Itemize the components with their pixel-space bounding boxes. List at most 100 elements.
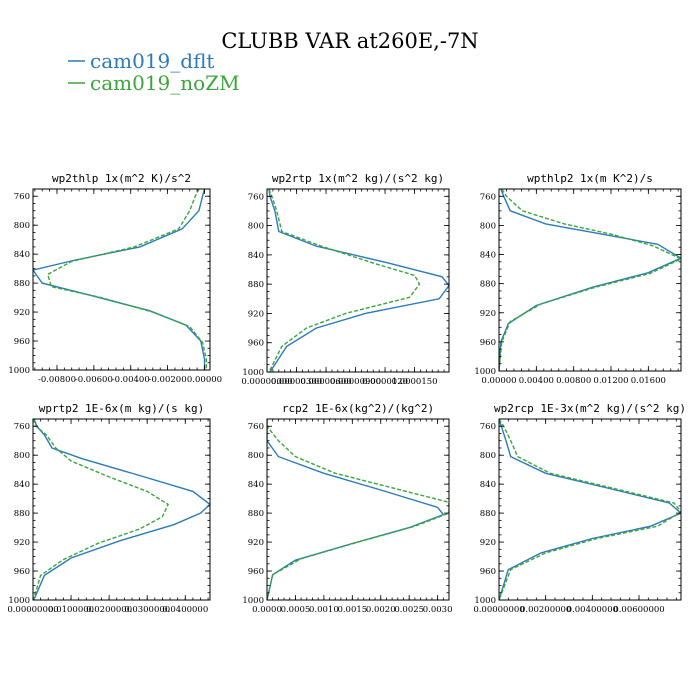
- x-tick-label: 0.00600000: [613, 605, 664, 615]
- panel-title: wp2thlp 1x(m^2 K)/s^2: [52, 172, 191, 185]
- x-tick-label: 0.0015: [337, 605, 367, 615]
- x-tick-label: 0.00000000: [473, 605, 524, 615]
- panel-title: rcp2 1E-6x(kg^2)/(kg^2): [282, 402, 434, 415]
- series-line-dflt: [268, 189, 449, 372]
- x-tick-label: 0.0025: [394, 605, 424, 615]
- x-tick-label: 0.00000000: [7, 605, 58, 615]
- y-tick-label: 800: [480, 221, 496, 231]
- x-tick-label: -0.00200: [149, 375, 187, 385]
- legend-entry-noZM: cam019_noZM: [68, 71, 240, 95]
- y-tick-label: 1000: [8, 596, 30, 606]
- y-tick-label: 760: [248, 192, 264, 202]
- y-tick-label: 1000: [242, 596, 264, 606]
- y-tick-label: 840: [248, 480, 264, 490]
- legend-entry-dflt: cam019_dflt: [68, 49, 214, 73]
- figure-title: CLUBB VAR at260E,-7N: [221, 29, 478, 53]
- y-tick-label: 1000: [474, 367, 496, 377]
- x-tick-label: -0.00600: [75, 375, 113, 385]
- x-tick-label: 0.00000900: [330, 377, 381, 387]
- panel-5: wp2rcp 1E-3x(m^2 kg)/(s^2 kg) 760 800 840 88…: [473, 402, 686, 615]
- x-tick-label: 0.0020: [366, 605, 396, 615]
- x-tick-label: 0.00000300: [271, 377, 322, 387]
- x-tick-label: 0.00800: [556, 376, 591, 386]
- series-line-noZM: [268, 189, 421, 372]
- y-tick-label: 760: [14, 192, 30, 202]
- y-tick-label: 960: [248, 339, 264, 349]
- x-tick-label: -0.00400: [112, 375, 150, 385]
- axes-frame: [498, 188, 682, 372]
- legend-label-noZM: cam019_noZM: [90, 71, 240, 95]
- axes-frame: [266, 188, 450, 373]
- panel-title: wp2rtp 1x(m^2 kg)/(s^2 kg): [272, 172, 444, 185]
- y-tick-label: 760: [480, 192, 496, 202]
- y-tick-label: 960: [248, 567, 264, 577]
- legend: cam019_dflt cam019_noZM: [68, 49, 240, 95]
- y-tick-label: 840: [14, 250, 30, 260]
- series-line-dflt: [499, 419, 681, 600]
- y-tick-label: 960: [14, 337, 30, 347]
- y-tick-label: 1000: [8, 366, 30, 376]
- x-tick-label: 0.0100000: [48, 605, 94, 615]
- y-tick-label: 880: [14, 279, 30, 289]
- y-tick-label: 1000: [242, 368, 264, 378]
- x-tick-label: 0.00200000: [520, 605, 571, 615]
- series-line-noZM: [267, 419, 449, 600]
- panels: wp2thlp 1x(m^2 K)/s^2 760 800 840 880 920 960 1…: [7, 172, 686, 615]
- panel-title: wprtp2 1E-6x(m kg)/(s kg): [39, 402, 205, 415]
- y-tick-label: 920: [480, 538, 496, 548]
- x-tick-label: 0.01600: [631, 376, 666, 386]
- x-tick-label: 0.0000120: [362, 377, 408, 387]
- x-tick-label: 0.0200000: [86, 605, 132, 615]
- y-tick-label: 960: [480, 338, 496, 348]
- series-line-dflt: [33, 189, 206, 370]
- y-tick-label: 880: [14, 509, 30, 519]
- y-tick-label: 800: [14, 451, 30, 461]
- y-tick-label: 840: [480, 251, 496, 261]
- y-tick-label: 800: [248, 451, 264, 461]
- panel-1: wp2rtp 1x(m^2 kg)/(s^2 kg) 760 800 840 880 92…: [241, 172, 450, 387]
- panel-3: wprtp2 1E-6x(m kg)/(s kg) 760 800 840 880 920…: [7, 402, 211, 615]
- y-tick-label: 880: [248, 509, 264, 519]
- series-line-dflt: [267, 419, 445, 600]
- y-tick-label: 920: [248, 538, 264, 548]
- y-tick-label: 760: [14, 422, 30, 432]
- x-tick-label: -0.00800: [38, 375, 76, 385]
- y-tick-label: 880: [248, 280, 264, 290]
- x-tick-label: 0.0000: [252, 605, 282, 615]
- y-tick-label: 920: [14, 308, 30, 318]
- legend-label-dflt: cam019_dflt: [90, 49, 214, 73]
- panel-0: wp2thlp 1x(m^2 K)/s^2 760 800 840 880 920 960 1…: [8, 172, 222, 385]
- x-tick-label: 0.00000000: [241, 377, 292, 387]
- y-tick-label: 840: [480, 480, 496, 490]
- axes-frame: [32, 188, 211, 371]
- x-tick-label: 0.0030: [423, 605, 453, 615]
- y-tick-label: 760: [480, 422, 496, 432]
- y-tick-label: 960: [480, 567, 496, 577]
- y-tick-label: 960: [14, 567, 30, 577]
- x-tick-label: 0.0005: [281, 605, 311, 615]
- series-line-noZM: [499, 189, 681, 371]
- x-tick-label: 0.00000: [481, 376, 516, 386]
- axes-frame: [266, 418, 450, 601]
- y-tick-label: 920: [480, 309, 496, 319]
- series-line-noZM: [46, 189, 207, 370]
- series-line-noZM: [499, 419, 681, 600]
- y-tick-label: 880: [480, 509, 496, 519]
- axes-frame: [32, 418, 211, 601]
- x-tick-label: 0.00000600: [300, 377, 351, 387]
- axes-frame: [498, 418, 682, 601]
- series-line-dflt: [499, 189, 681, 371]
- y-tick-label: 920: [248, 309, 264, 319]
- x-tick-label: 0.0010: [309, 605, 339, 615]
- x-tick-label: 0.0300000: [124, 605, 170, 615]
- x-tick-label: 0.01200: [593, 376, 628, 386]
- x-tick-label: 0.00000: [187, 375, 222, 385]
- y-tick-label: 800: [480, 451, 496, 461]
- y-tick-label: 800: [248, 222, 264, 232]
- x-tick-label: 0.0400000: [162, 605, 208, 615]
- panel-2: wpthlp2 1x(m K^2)/s 760 800 840 880 920 960 100…: [474, 172, 682, 386]
- panel-title: wp2rcp 1E-3x(m^2 kg)/(s^2 kg): [494, 402, 686, 415]
- y-tick-label: 920: [14, 538, 30, 548]
- panel-title: wpthlp2 1x(m K^2)/s: [527, 172, 653, 185]
